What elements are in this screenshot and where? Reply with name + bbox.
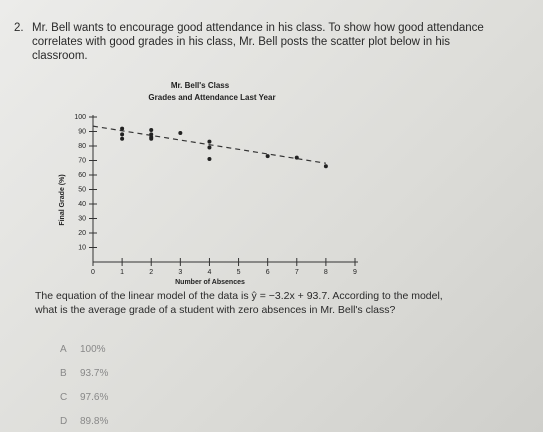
data-point (178, 130, 183, 135)
chart-title: Mr. Bell's Class (171, 81, 230, 90)
data-point (149, 132, 154, 137)
data-point (120, 136, 125, 141)
y-axis-label: Final Grade (%) (59, 174, 66, 225)
x-tick-label: 8 (324, 269, 328, 276)
trend-line (92, 125, 326, 164)
prompt-line: The equation of the linear model of the … (35, 290, 443, 302)
y-tick-label: 10 (78, 244, 86, 251)
y-tick-label: 70 (78, 157, 86, 164)
question-line: correlates with good grades in his class… (32, 36, 451, 48)
data-point (265, 154, 270, 159)
y-tick-label: 20 (78, 230, 86, 237)
x-tick-label: 5 (237, 269, 241, 276)
option-letter[interactable]: D (60, 416, 68, 427)
y-tick-label: 80 (78, 143, 86, 150)
x-tick-label: 3 (178, 269, 182, 276)
data-point (207, 139, 212, 144)
x-tick-label: 6 (266, 269, 270, 276)
y-tick-label: 60 (78, 172, 86, 179)
y-tick-label: 100 (74, 114, 86, 121)
y-tick-label: 30 (78, 215, 86, 222)
option-text[interactable]: 89.8% (80, 416, 109, 427)
y-tick-label: 40 (78, 201, 86, 208)
option-text[interactable]: 93.7% (80, 368, 109, 379)
data-point (120, 132, 125, 137)
x-tick-label: 2 (149, 269, 153, 276)
data-point (323, 164, 328, 169)
data-point (207, 157, 212, 162)
question-line: Mr. Bell wants to encourage good attenda… (32, 22, 484, 34)
x-tick-label: 4 (207, 269, 211, 276)
x-tick-label: 0 (91, 269, 95, 276)
x-tick-label: 9 (353, 269, 357, 276)
data-point (149, 128, 154, 133)
data-point (207, 145, 212, 150)
x-axis-label: Number of Absences (175, 279, 245, 286)
option-letter[interactable]: A (60, 344, 67, 355)
chart: Mr. Bell's Class Grades and Attendance L… (59, 81, 358, 286)
x-tick-label: 1 (120, 269, 124, 276)
chart-subtitle: Grades and Attendance Last Year (148, 93, 275, 102)
prompt-line: what is the average grade of a student w… (35, 304, 396, 316)
x-tick-label: 7 (295, 269, 299, 276)
option-text[interactable]: 100% (80, 344, 106, 355)
option-letter[interactable]: C (60, 392, 68, 403)
option-text[interactable]: 97.6% (80, 392, 109, 403)
option-letter[interactable]: B (60, 368, 67, 379)
question-line: classroom. (32, 50, 88, 62)
data-point (120, 126, 125, 131)
y-tick-label: 50 (78, 186, 86, 193)
y-tick-label: 90 (78, 128, 86, 135)
data-point (294, 155, 299, 160)
data-point (149, 136, 154, 141)
question-number: 2. (14, 22, 24, 34)
